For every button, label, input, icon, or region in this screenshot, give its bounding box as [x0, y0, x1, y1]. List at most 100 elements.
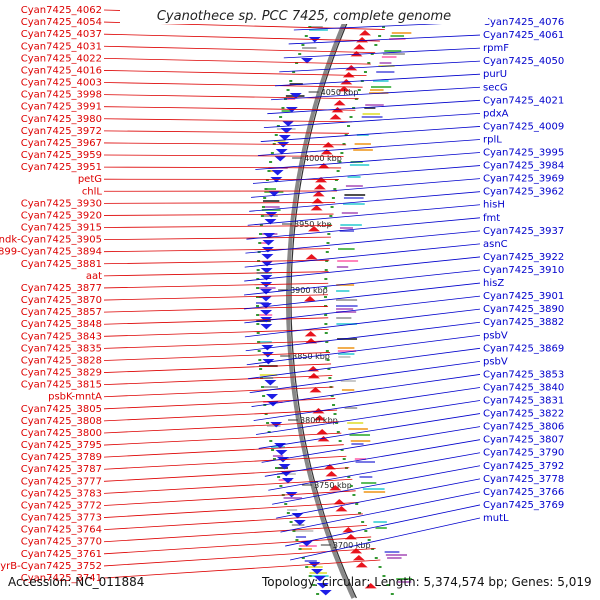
right-gene-label: Cyan7425_4009: [483, 121, 564, 132]
right-gene-label: Cyan7425_4061: [483, 30, 564, 41]
feature-bar: [373, 80, 389, 82]
left-gene-label: pyrB-Cyan7425_3752: [0, 561, 102, 572]
right-gene-label: Cyan7425_3984: [483, 161, 564, 172]
guide-dot: [308, 26, 312, 28]
gene-arrow-down: [264, 380, 277, 386]
feature-bar: [261, 209, 281, 211]
feature-bar: [336, 308, 354, 310]
guide-dot: [335, 422, 339, 424]
right-leader-line: [244, 308, 481, 338]
gene-arrow-up: [316, 429, 329, 435]
gene-arrow-down: [260, 310, 273, 316]
right-gene-label: Cyan7425_3869: [483, 343, 564, 354]
left-leader-line: [103, 294, 329, 301]
guide-dot: [326, 359, 330, 361]
right-gene-label: pdxA: [483, 108, 509, 119]
feature-bar: [361, 482, 377, 484]
guide-dot: [277, 476, 281, 478]
gene-arrow-up: [353, 44, 366, 50]
feature-bar: [291, 524, 305, 526]
scale-tick-label: 3900 kbp: [290, 286, 328, 295]
guide-dot: [342, 458, 346, 460]
right-gene-label: Cyan7425_3995: [483, 148, 564, 159]
right-leader-line: [245, 230, 481, 254]
feature-bar: [359, 476, 373, 478]
guide-dot: [286, 512, 290, 514]
guide-dot: [301, 44, 305, 46]
feature-bar: [336, 317, 352, 319]
guide-dot: [270, 152, 274, 154]
left-leader-line: [103, 202, 336, 204]
feature-bar: [384, 50, 402, 52]
guide-dot: [357, 89, 361, 91]
gene-arrow-down: [261, 254, 274, 260]
left-leader-line: [103, 82, 363, 88]
feature-bar: [336, 266, 349, 268]
feature-bar: [266, 425, 281, 427]
feature-bar: [262, 200, 280, 202]
guide-dot: [342, 143, 346, 145]
guide-dot: [333, 413, 337, 415]
gene-arrow-down: [268, 191, 281, 197]
right-gene-label: Cyan7425_3769: [483, 500, 564, 511]
left-leader-line: [103, 213, 334, 216]
feature-bar: [261, 386, 278, 388]
guide-dot: [264, 188, 268, 190]
guide-dot: [257, 341, 261, 343]
feature-bar: [299, 545, 317, 547]
feature-bar: [264, 188, 276, 190]
guide-dot: [333, 188, 337, 190]
gene-arrow-down: [271, 170, 284, 176]
left-leader-line: [103, 142, 347, 146]
left-leader-line: [103, 130, 350, 134]
left-leader-line: [103, 225, 333, 228]
guide-dot: [347, 476, 351, 478]
right-leader-line: [249, 360, 481, 394]
left-gene-label: Cyan7425_3959: [21, 150, 102, 161]
feature-bar: [344, 194, 366, 196]
guide-dot: [256, 323, 260, 325]
feature-bar: [304, 560, 317, 562]
left-gene-label: Cyan7425_3835: [21, 343, 102, 354]
guide-dot: [361, 521, 365, 523]
gene-arrow-up: [350, 51, 363, 57]
backbone-layer: [286, 21, 357, 599]
feature-bar: [336, 311, 357, 313]
gene-arrow-up: [342, 527, 355, 533]
right-gene-label: Cyan7425_3806: [483, 422, 564, 433]
guide-dot: [272, 458, 276, 460]
guide-dot: [340, 449, 344, 451]
guide-dot: [324, 332, 328, 334]
feature-bar: [261, 215, 278, 217]
left-leader-line: [103, 271, 329, 277]
gene-arrow-up: [333, 100, 346, 106]
right-leader-line: [261, 426, 481, 463]
scale-tick-label: 3950 kbp: [294, 220, 332, 229]
feature-bar: [275, 467, 288, 469]
feature-bar: [337, 347, 355, 349]
right-gene-label: hisZ: [483, 278, 504, 289]
guide-dot: [284, 503, 288, 505]
guide-dot: [269, 161, 273, 163]
guide-dot: [325, 251, 329, 253]
left-gene-label: Cyan7425_3815: [21, 380, 102, 391]
gene-arrow-down: [280, 128, 293, 134]
left-leader-line: [103, 536, 372, 555]
guide-dot: [263, 197, 267, 199]
gene-arrow-up: [310, 205, 323, 211]
right-gene-label: Cyan7425_4050: [483, 56, 564, 67]
feature-bar: [340, 224, 362, 226]
scale-tick-label: 3700 kbp: [333, 541, 371, 550]
guide-dot: [289, 80, 293, 82]
left-gene-label: Cyan7425_3915: [21, 223, 102, 234]
guide-dot: [259, 224, 263, 226]
left-gene-label: Cyan7425_3787: [21, 464, 102, 475]
left-gene-label: Cyan7425_4016: [21, 65, 102, 76]
gene-arrow-down: [308, 562, 321, 568]
right-gene-label: Cyan7425_4021: [483, 95, 564, 106]
map-title: Cyanothece sp. PCC 7425, complete genome: [120, 9, 488, 24]
guide-dot: [260, 215, 264, 217]
guide-dot: [336, 431, 340, 433]
gene-arrow-up: [329, 114, 342, 120]
left-gene-label: ndk-Cyan7425_3905: [0, 235, 102, 246]
